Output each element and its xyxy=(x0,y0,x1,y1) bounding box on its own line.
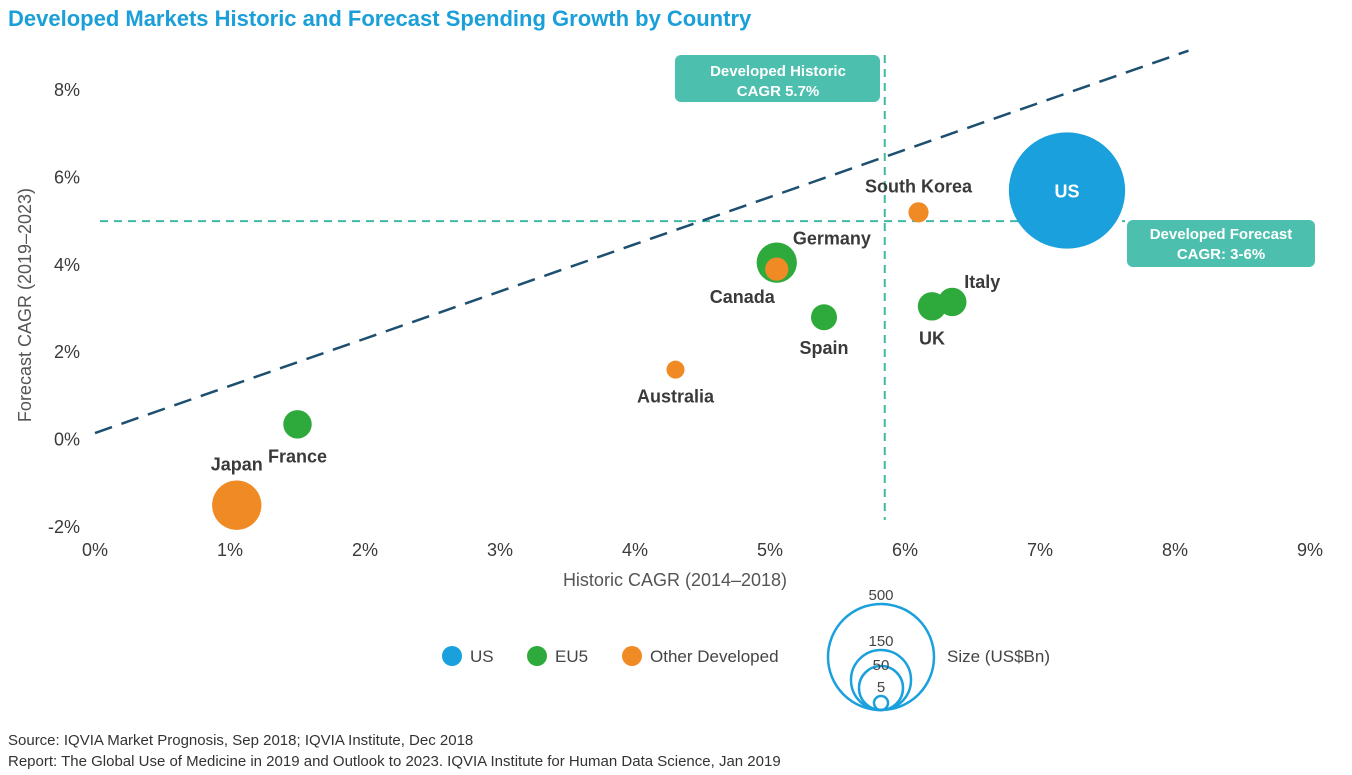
historic-callout-text: Developed Historic xyxy=(710,63,846,80)
point-australia xyxy=(666,360,685,379)
point-label: UK xyxy=(919,329,945,349)
size-legend-value: 150 xyxy=(868,633,893,650)
point-label: Germany xyxy=(793,229,871,249)
y-tick-label: 8% xyxy=(54,80,80,100)
forecast-callout-text: Developed Forecast xyxy=(1150,226,1293,243)
historic-callout-box xyxy=(675,55,880,102)
historic-callout-text: CAGR 5.7% xyxy=(737,83,820,100)
legend-label: Other Developed xyxy=(650,647,779,666)
legend-swatch xyxy=(622,646,642,666)
x-tick-label: 6% xyxy=(892,540,918,560)
forecast-callout-text: CAGR: 3-6% xyxy=(1177,246,1265,263)
point-label: Australia xyxy=(637,387,715,407)
point-label: Spain xyxy=(799,338,848,358)
point-label: South Korea xyxy=(865,176,973,196)
size-legend: 500 150 50 5 Size (US$Bn) xyxy=(826,587,1050,712)
x-axis-ticks: 0% 1% 2% 3% 4% 5% 6% 7% 8% 9% xyxy=(82,540,1323,560)
x-tick-label: 7% xyxy=(1027,540,1053,560)
point-us xyxy=(1008,132,1126,249)
y-tick-label: 6% xyxy=(54,167,80,187)
size-legend-circle xyxy=(872,694,890,712)
y-tick-label: -2% xyxy=(48,517,80,537)
point-label: US xyxy=(1054,182,1079,202)
report-note: Report: The Global Use of Medicine in 20… xyxy=(8,753,781,770)
x-tick-label: 4% xyxy=(622,540,648,560)
size-legend-value: 500 xyxy=(868,587,893,604)
x-tick-label: 2% xyxy=(352,540,378,560)
size-legend-value: 5 xyxy=(877,679,885,696)
x-tick-label: 5% xyxy=(757,540,783,560)
y-tick-label: 0% xyxy=(54,430,80,450)
legend: US EU5 Other Developed xyxy=(442,646,779,666)
legend-label: US xyxy=(470,647,494,666)
x-tick-label: 9% xyxy=(1297,540,1323,560)
x-tick-label: 0% xyxy=(82,540,108,560)
diagonal-trend-line xyxy=(94,49,1189,435)
point-france xyxy=(283,410,312,439)
size-legend-value: 50 xyxy=(873,657,890,674)
footer-notes: Source: IQVIA Market Prognosis, Sep 2018… xyxy=(8,730,781,772)
point-label: France xyxy=(268,447,327,467)
source-note: Source: IQVIA Market Prognosis, Sep 2018… xyxy=(8,732,474,749)
point-label: Italy xyxy=(964,272,1000,292)
chart-title: Developed Markets Historic and Forecast … xyxy=(8,6,752,31)
legend-label: EU5 xyxy=(555,647,588,666)
point-south-korea xyxy=(908,202,929,223)
callouts: Developed Historic CAGR 5.7% Developed For… xyxy=(675,55,1315,267)
legend-swatch xyxy=(527,646,547,666)
reference-lines xyxy=(94,49,1189,520)
point-japan xyxy=(212,480,262,530)
point-canada xyxy=(765,257,789,281)
point-label: Canada xyxy=(710,287,776,307)
size-legend-title: Size (US$Bn) xyxy=(947,647,1050,666)
point-label: Japan xyxy=(211,454,263,474)
y-tick-label: 4% xyxy=(54,255,80,275)
y-tick-label: 2% xyxy=(54,342,80,362)
point-spain xyxy=(811,304,837,331)
data-points xyxy=(212,132,1126,530)
x-axis-label: Historic CAGR (2014–2018) xyxy=(563,570,787,590)
y-axis-ticks: -2% 0% 2% 4% 6% 8% xyxy=(48,80,80,537)
x-tick-label: 3% xyxy=(487,540,513,560)
forecast-callout-box xyxy=(1127,220,1315,267)
point-uk xyxy=(917,292,947,321)
x-tick-label: 8% xyxy=(1162,540,1188,560)
point-labels: US Germany Canada South Korea Italy UK Spain Au… xyxy=(211,176,1080,474)
x-tick-label: 1% xyxy=(217,540,243,560)
y-axis-label: Forecast CAGR (2019–2023) xyxy=(15,188,35,422)
legend-swatch xyxy=(442,646,462,666)
